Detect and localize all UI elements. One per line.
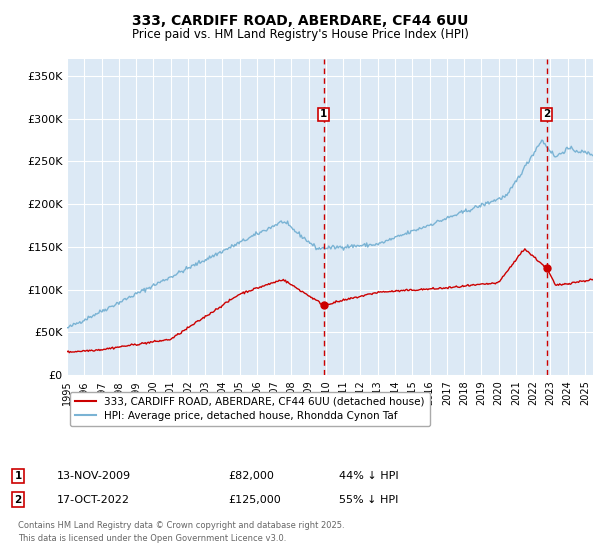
Text: 55% ↓ HPI: 55% ↓ HPI (339, 494, 398, 505)
Text: 1: 1 (14, 471, 22, 481)
Text: £125,000: £125,000 (228, 494, 281, 505)
Text: 333, CARDIFF ROAD, ABERDARE, CF44 6UU: 333, CARDIFF ROAD, ABERDARE, CF44 6UU (132, 14, 468, 28)
Text: 1: 1 (320, 109, 328, 119)
Text: 17-OCT-2022: 17-OCT-2022 (57, 494, 130, 505)
Legend: 333, CARDIFF ROAD, ABERDARE, CF44 6UU (detached house), HPI: Average price, deta: 333, CARDIFF ROAD, ABERDARE, CF44 6UU (d… (70, 391, 430, 426)
Text: Contains HM Land Registry data © Crown copyright and database right 2025.
This d: Contains HM Land Registry data © Crown c… (18, 521, 344, 543)
Text: 13-NOV-2009: 13-NOV-2009 (57, 471, 131, 481)
Text: 2: 2 (543, 109, 550, 119)
Text: 44% ↓ HPI: 44% ↓ HPI (339, 471, 398, 481)
Text: 2: 2 (14, 494, 22, 505)
Text: Price paid vs. HM Land Registry's House Price Index (HPI): Price paid vs. HM Land Registry's House … (131, 28, 469, 41)
Text: £82,000: £82,000 (228, 471, 274, 481)
